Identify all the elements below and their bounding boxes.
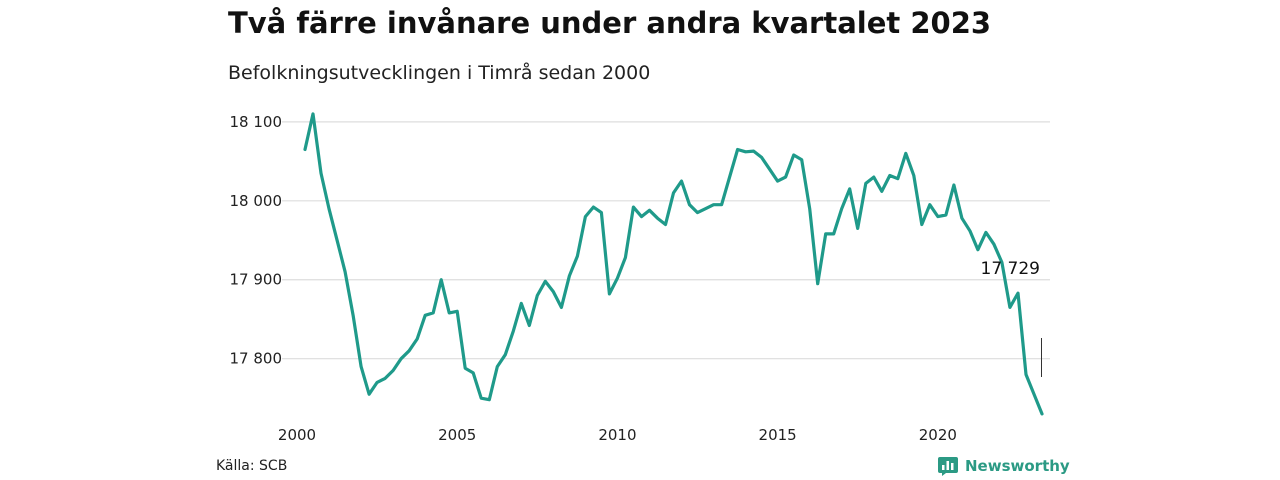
x-tick-label: 2010	[598, 426, 636, 444]
y-tick-label: 18 100	[230, 113, 283, 131]
x-tick-label: 2020	[919, 426, 957, 444]
end-value-label: 17 729	[981, 259, 1040, 279]
newsworthy-logo: Newsworthy	[937, 455, 1070, 477]
source-note: Källa: SCB	[216, 458, 288, 474]
chart-subtitle: Befolkningsutvecklingen i Timrå sedan 20…	[228, 62, 651, 84]
y-tick-label: 18 000	[230, 192, 283, 210]
y-tick-label: 17 800	[230, 350, 283, 368]
x-tick-label: 2015	[759, 426, 797, 444]
logo-text: Newsworthy	[965, 457, 1070, 475]
series-line	[303, 112, 1044, 416]
x-tick-label: 2000	[278, 426, 316, 444]
grid-lines	[282, 121, 1050, 360]
chart-bars-icon	[938, 457, 958, 476]
chart-title: Två färre invånare under andra kvartalet…	[228, 6, 992, 40]
x-tick-label: 2005	[438, 426, 476, 444]
x-axis-ticks: 2000 2005 2010 2015 2020	[278, 426, 957, 444]
y-axis-ticks: 17 800 17 900 18 000 18 100	[230, 113, 283, 368]
y-tick-label: 17 900	[230, 271, 283, 289]
